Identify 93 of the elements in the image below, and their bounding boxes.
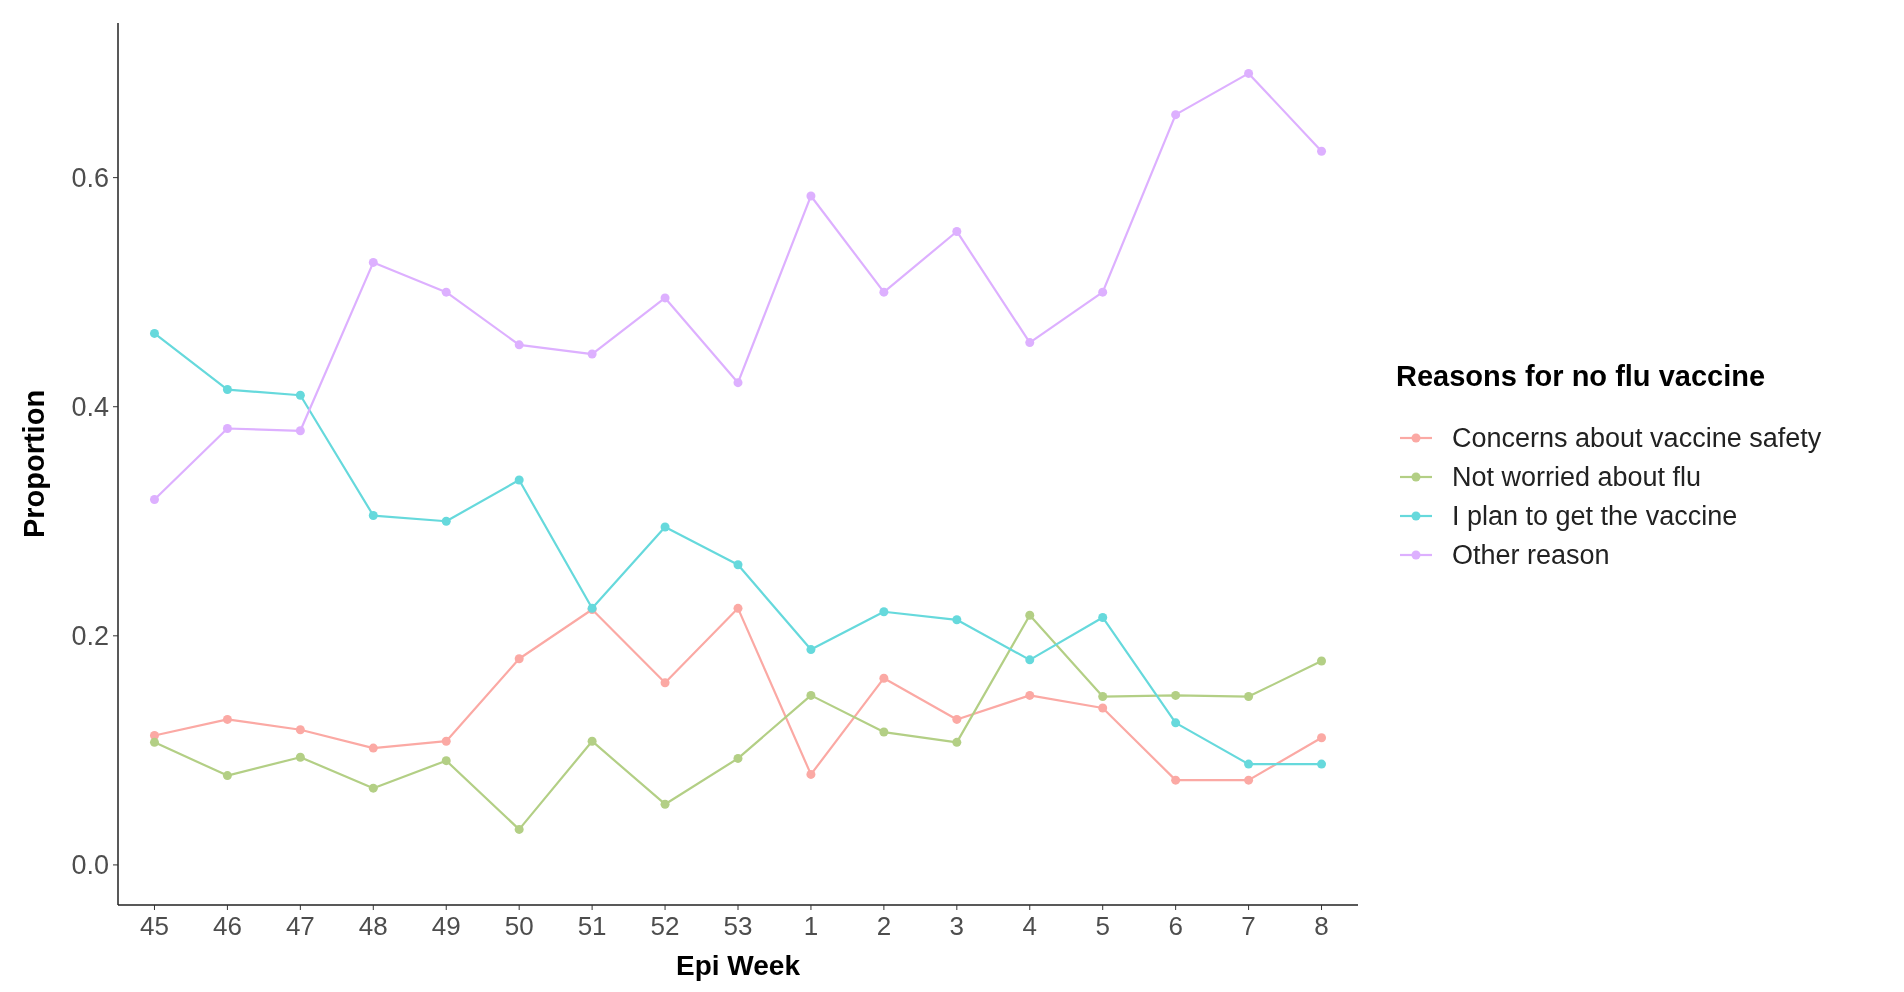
point bbox=[879, 727, 889, 737]
point bbox=[441, 287, 451, 297]
legend-label: Other reason bbox=[1452, 540, 1610, 571]
point bbox=[222, 423, 232, 433]
x-tick-label: 53 bbox=[723, 911, 753, 941]
point bbox=[1244, 775, 1254, 785]
point bbox=[587, 736, 597, 746]
point bbox=[441, 756, 451, 766]
point bbox=[1244, 692, 1254, 702]
point bbox=[806, 690, 816, 700]
point bbox=[295, 390, 305, 400]
x-tick-label: 7 bbox=[1241, 911, 1256, 941]
point bbox=[514, 654, 524, 664]
point bbox=[222, 385, 232, 395]
y-tick-label: 0.4 bbox=[71, 392, 109, 423]
point bbox=[222, 771, 232, 781]
point bbox=[1098, 703, 1108, 713]
point bbox=[222, 714, 232, 724]
x-tick-label: 48 bbox=[358, 911, 388, 941]
point bbox=[149, 495, 159, 505]
point bbox=[514, 340, 524, 350]
point bbox=[1025, 690, 1035, 700]
point bbox=[149, 328, 159, 338]
point bbox=[806, 191, 816, 201]
point bbox=[1171, 110, 1181, 120]
x-axis-title: Epi Week bbox=[676, 950, 801, 981]
point bbox=[660, 799, 670, 809]
point bbox=[1317, 656, 1327, 666]
point bbox=[587, 349, 597, 359]
point bbox=[879, 607, 889, 617]
point bbox=[441, 516, 451, 526]
point bbox=[1098, 692, 1108, 702]
y-axis-title: Proportion bbox=[18, 389, 50, 539]
point bbox=[368, 511, 378, 521]
point bbox=[879, 287, 889, 297]
x-tick-label: 6 bbox=[1168, 911, 1183, 941]
point bbox=[295, 725, 305, 735]
point bbox=[1025, 338, 1035, 348]
point bbox=[1317, 759, 1327, 769]
point bbox=[879, 673, 889, 683]
x-tick-label: 50 bbox=[504, 911, 534, 941]
point bbox=[514, 824, 524, 834]
y-tick-label: 0.2 bbox=[71, 621, 109, 652]
point bbox=[368, 257, 378, 267]
legend-label: Not worried about flu bbox=[1452, 462, 1702, 493]
x-tick-label: 51 bbox=[577, 911, 607, 941]
point bbox=[441, 736, 451, 746]
point bbox=[1244, 759, 1254, 769]
point bbox=[295, 426, 305, 436]
point bbox=[733, 603, 743, 613]
point bbox=[660, 293, 670, 303]
point bbox=[733, 560, 743, 570]
point bbox=[952, 737, 962, 747]
point bbox=[368, 783, 378, 793]
point bbox=[1317, 733, 1327, 743]
point bbox=[952, 226, 962, 236]
point bbox=[514, 475, 524, 485]
point bbox=[660, 678, 670, 688]
x-tick-label: 52 bbox=[650, 911, 680, 941]
point bbox=[1025, 655, 1035, 665]
point bbox=[1317, 146, 1327, 156]
point bbox=[952, 615, 962, 625]
x-tick-label: 3 bbox=[949, 911, 965, 941]
legend-label: Concerns about vaccine safety bbox=[1452, 423, 1822, 454]
x-tick-label: 8 bbox=[1314, 911, 1329, 941]
point bbox=[733, 378, 743, 388]
x-tick-label: 2 bbox=[876, 911, 892, 941]
point bbox=[1171, 775, 1181, 785]
point bbox=[368, 743, 378, 753]
point bbox=[952, 714, 962, 724]
x-tick-label: 46 bbox=[212, 911, 242, 941]
y-tick-label: 0.0 bbox=[71, 850, 109, 881]
point bbox=[806, 769, 816, 779]
point bbox=[1025, 610, 1035, 620]
point bbox=[295, 752, 305, 762]
point bbox=[660, 522, 670, 532]
x-tick-label: 5 bbox=[1095, 911, 1110, 941]
point bbox=[1171, 690, 1181, 700]
point bbox=[1098, 612, 1108, 622]
y-tick-label: 0.6 bbox=[71, 163, 109, 194]
x-tick-label: 1 bbox=[803, 911, 819, 941]
x-tick-label: 47 bbox=[285, 911, 315, 941]
point bbox=[1098, 287, 1108, 297]
point bbox=[733, 753, 743, 763]
legend-label: I plan to get the vaccine bbox=[1452, 501, 1738, 532]
point bbox=[1171, 718, 1181, 728]
point bbox=[1244, 68, 1254, 78]
legend-title: Reasons for no flu vaccine bbox=[1396, 360, 1766, 392]
x-tick-label: 4 bbox=[1022, 911, 1037, 941]
point bbox=[149, 737, 159, 747]
x-tick-label: 49 bbox=[431, 911, 461, 941]
point bbox=[806, 645, 816, 655]
x-tick-label: 45 bbox=[140, 911, 169, 941]
